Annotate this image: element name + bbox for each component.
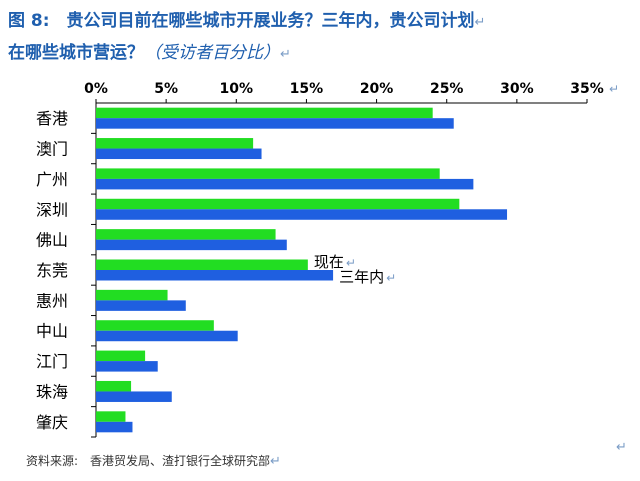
title-text-2: 在哪些城市营运？ xyxy=(8,43,144,63)
bar-plan xyxy=(96,118,454,129)
bar-current xyxy=(96,198,460,210)
category-label: 佛山 xyxy=(36,231,68,250)
title-line-1: 图 8: 贵公司目前在哪些城市开展业务？三年内，贵公司计划↵ xyxy=(8,6,634,38)
title-text-1: 图 8: 贵公司目前在哪些城市开展业务？三年内，贵公司计划 xyxy=(8,11,475,31)
x-tick-label: 15% xyxy=(290,81,324,97)
return-mark-icon: ↵ xyxy=(474,15,486,30)
category-label: 肇庆 xyxy=(36,413,68,432)
bar-current xyxy=(96,138,254,149)
category-label: 广州 xyxy=(36,170,68,189)
bar-current xyxy=(96,259,308,270)
category-label: 东莞 xyxy=(36,261,68,280)
bar-plan xyxy=(96,270,334,281)
return-mark-icon: ↵ xyxy=(270,454,281,469)
title-line-2: 在哪些城市营运？（受访者百分比）↵ xyxy=(8,38,634,70)
category-label: 深圳 xyxy=(36,200,68,219)
bar-plan xyxy=(96,361,158,372)
source-text: 资料来源: 香港贸发局、渣打银行全球研究部 xyxy=(26,454,271,468)
category-label: 江门 xyxy=(36,352,68,371)
bar-current xyxy=(96,289,168,301)
x-tick-label: 30% xyxy=(500,81,534,97)
bar-current xyxy=(96,168,440,179)
x-tick-label: 25% xyxy=(430,81,464,97)
annotation-label: 现在 xyxy=(314,253,344,271)
x-tick-label: 10% xyxy=(220,81,254,97)
category-label: 中山 xyxy=(36,322,68,341)
source-note: 资料来源: 香港贸发局、渣打银行全球研究部↵ xyxy=(26,452,281,469)
category-label: 澳门 xyxy=(36,140,68,159)
return-mark-icon: ↵ xyxy=(609,82,619,96)
bar-plan xyxy=(96,209,508,220)
return-mark-icon: ↵ xyxy=(386,271,396,285)
return-mark-icon: ↵ xyxy=(346,256,356,270)
x-tick-label: 0% xyxy=(84,81,108,97)
bar-current xyxy=(96,229,276,240)
title-subtitle: （受访者百分比） xyxy=(144,43,280,63)
bar-plan xyxy=(96,391,172,402)
category-label: 珠海 xyxy=(36,382,68,401)
bar-current xyxy=(96,320,214,331)
bar-plan xyxy=(96,330,238,342)
annotation-label: 三年内 xyxy=(339,268,384,286)
annotations: 现在 ↵三年内 ↵ xyxy=(314,253,396,286)
bar-plan xyxy=(96,239,287,251)
x-tick-label: 20% xyxy=(360,81,394,97)
category-label: 香港 xyxy=(36,109,68,128)
bar-current xyxy=(96,107,433,119)
bar-current xyxy=(96,350,146,362)
bar-current xyxy=(96,411,126,422)
return-mark-icon: ↵ xyxy=(280,47,291,62)
bars xyxy=(96,107,508,433)
bar-plan xyxy=(96,148,262,160)
x-axis: 0% 5% 10% 15% 20% 25% 30% 35% ↵ xyxy=(84,81,619,438)
category-label: 惠州 xyxy=(36,291,68,310)
bar-plan xyxy=(96,178,474,190)
chart-title: 图 8: 贵公司目前在哪些城市开展业务？三年内，贵公司计划↵ 在哪些城市营运？（… xyxy=(8,6,634,70)
x-tick-label: 5% xyxy=(154,81,178,97)
bar-plan xyxy=(96,300,186,311)
return-mark-icon: ↵ xyxy=(616,440,627,455)
bar-current xyxy=(96,380,132,392)
bar-plan xyxy=(96,421,133,433)
x-tick-label: 35% xyxy=(570,81,604,97)
